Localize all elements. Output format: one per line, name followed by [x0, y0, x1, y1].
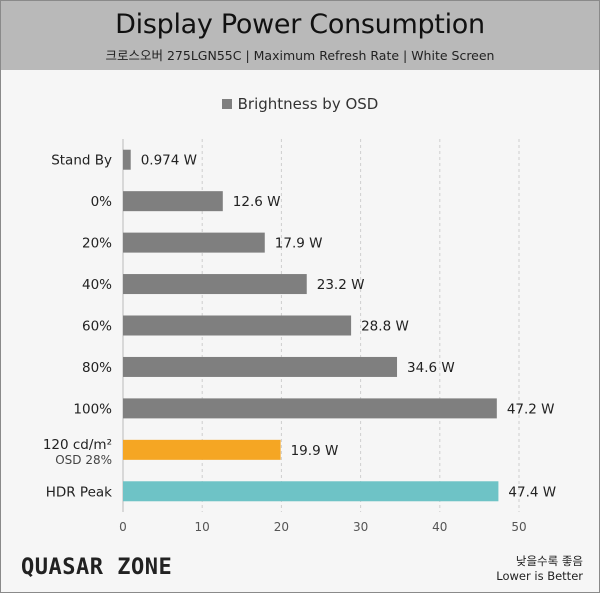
value-label-3: 23.2 W	[317, 277, 365, 293]
bar-0	[123, 149, 131, 170]
value-label-1: 12.6 W	[233, 194, 281, 210]
chart-header: Display Power Consumption 크로스오버 275LGN55…	[1, 1, 599, 70]
x-tick-40: 40	[432, 520, 447, 534]
value-label-2: 17.9 W	[275, 236, 323, 252]
bar-4	[123, 315, 352, 336]
value-label-0: 0.974 W	[141, 153, 197, 169]
x-tick-20: 20	[274, 520, 289, 534]
bar-1	[123, 191, 223, 212]
value-label-8: 47.4 W	[508, 484, 556, 500]
x-tick-30: 30	[353, 520, 368, 534]
value-label-6: 47.2 W	[507, 401, 555, 417]
category-label-1: 0%	[91, 194, 113, 210]
x-tick-50: 50	[511, 520, 526, 534]
category-label-7: 120 cd/m²	[43, 437, 112, 453]
bar-3	[123, 274, 307, 295]
category-label-5: 80%	[82, 360, 112, 376]
bar-5	[123, 356, 398, 377]
bar-8	[123, 481, 499, 502]
bar-7	[123, 439, 281, 460]
bar-6	[123, 398, 497, 419]
category-label-3: 40%	[82, 277, 112, 293]
category-label-0: Stand By	[51, 153, 112, 169]
chart-subtitle: 크로스오버 275LGN55C | Maximum Refresh Rate |…	[105, 48, 495, 63]
chart-legend: Brightness by OSD	[1, 95, 599, 113]
footnote-english: Lower is Better	[496, 569, 583, 583]
category-sublabel-7: OSD 28%	[55, 453, 112, 467]
value-labels: 0.974 W 12.6 W 17.9 W 23.2 W 28.8 W 34.6 W 47.…	[141, 153, 556, 501]
legend-swatch	[221, 99, 232, 109]
legend-label: Brightness by OSD	[237, 95, 379, 113]
value-label-7: 19.9 W	[291, 443, 339, 459]
chart-title: Display Power Consumption	[115, 9, 485, 40]
bars	[123, 149, 499, 502]
x-tick-labels: 0 10 20 30 40 50	[119, 520, 526, 534]
value-label-4: 28.8 W	[361, 319, 409, 335]
footnote: 낮을수록 좋음 Lower is Better	[496, 554, 583, 584]
category-label-4: 60%	[82, 319, 112, 335]
x-tick-0: 0	[119, 520, 127, 534]
quasar-zone-logo: QUASAR ZONE	[21, 555, 173, 580]
x-tick-10: 10	[195, 520, 210, 534]
value-label-5: 34.6 W	[407, 360, 455, 376]
bar-2	[123, 232, 265, 253]
category-label-2: 20%	[82, 236, 112, 252]
footnote-korean: 낮을수록 좋음	[515, 554, 583, 568]
category-label-6: 100%	[73, 401, 112, 417]
category-label-8: HDR Peak	[46, 484, 112, 500]
